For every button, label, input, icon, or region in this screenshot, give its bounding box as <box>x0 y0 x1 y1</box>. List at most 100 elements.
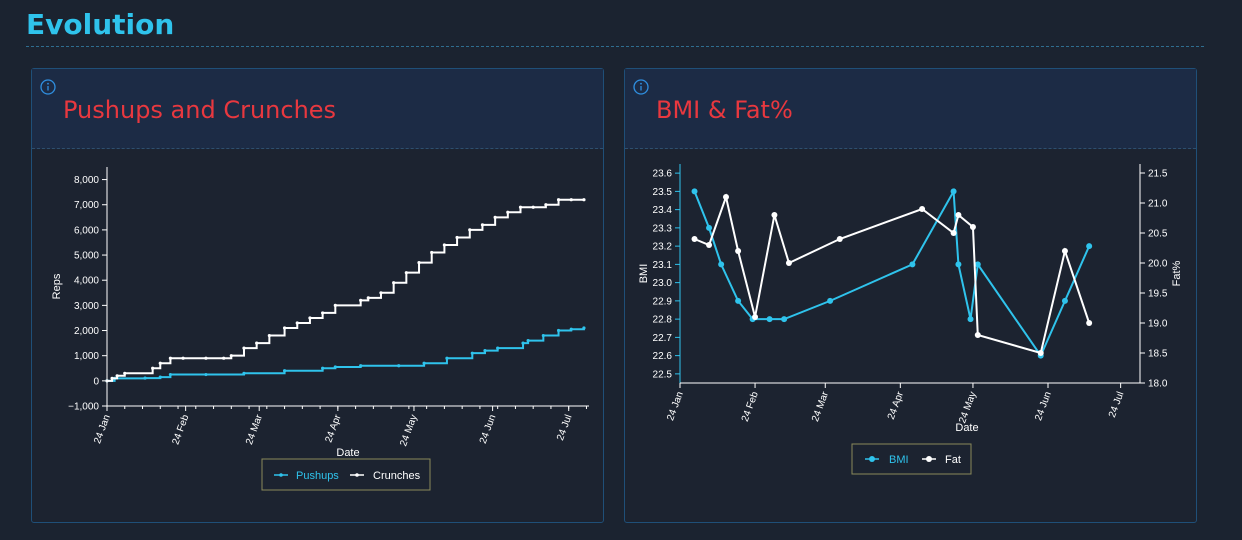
y-tick-label: 5,000 <box>74 251 99 262</box>
y-tick-label: 22.8 <box>653 315 673 326</box>
data-point <box>158 375 162 379</box>
chart-legend: Pushups Crunches <box>261 458 431 491</box>
data-point <box>506 210 510 214</box>
data-point <box>771 212 778 218</box>
data-point <box>143 376 147 380</box>
data-point <box>204 372 208 377</box>
data-point <box>242 346 246 350</box>
data-point <box>1086 243 1093 250</box>
data-point <box>735 248 742 254</box>
data-point <box>521 341 525 345</box>
x-tick-label: 24 Jun <box>478 413 499 445</box>
x-axis-title: Date <box>336 447 359 459</box>
chart-legend: BMI Fat <box>851 443 972 475</box>
data-point <box>222 356 226 360</box>
data-point <box>974 261 981 268</box>
panel-title: Pushups and Crunches <box>63 96 337 124</box>
x-tick-label: 24 Mar <box>810 390 831 424</box>
legend-label-crunches: Crunches <box>373 470 421 482</box>
x-tick-label: 24 Mar <box>244 413 265 447</box>
y2-tick-label: 18.5 <box>1148 349 1168 360</box>
x-tick-label: 24 Feb <box>740 390 761 423</box>
y2-tick-label: 21.5 <box>1148 169 1168 180</box>
data-point <box>950 230 957 236</box>
data-point <box>430 250 434 255</box>
bmi-fat-panel: BMI & Fat% 22.5 22.6 22.7 22.8 22.9 23.0 23.1 2… <box>624 68 1197 523</box>
data-point <box>468 228 472 232</box>
legend-marker-crunches <box>355 473 359 477</box>
y-tick-label: 0 <box>93 376 99 387</box>
data-point <box>781 316 788 323</box>
data-point <box>105 379 109 383</box>
y-tick-label: 8,000 <box>74 175 99 186</box>
data-point <box>295 321 299 325</box>
data-point <box>569 198 573 202</box>
data-point <box>582 198 586 202</box>
x-axis-title: Date <box>955 422 978 434</box>
y2-tick-label: 18.0 <box>1148 379 1168 390</box>
data-point <box>723 194 729 200</box>
data-point <box>827 297 834 304</box>
data-point <box>158 361 162 365</box>
data-point <box>556 328 561 333</box>
data-point <box>168 372 173 377</box>
data-point <box>909 261 916 268</box>
title-divider <box>26 46 1204 47</box>
legend-marker-pushups <box>279 473 283 477</box>
data-point <box>151 366 155 370</box>
data-point <box>397 364 401 368</box>
data-point <box>1061 297 1068 304</box>
legend-label-pushups: Pushups <box>296 470 339 482</box>
data-point <box>242 371 246 375</box>
data-point <box>967 316 974 323</box>
data-point <box>204 356 208 360</box>
y2-tick-label: 21.0 <box>1148 199 1168 210</box>
data-point <box>950 188 957 195</box>
data-point <box>455 235 459 240</box>
x-tick-label: 24 Feb <box>170 413 191 446</box>
y-tick-label: 1,000 <box>74 351 99 362</box>
data-point <box>496 346 500 350</box>
data-point <box>766 316 773 323</box>
data-point <box>1037 350 1044 356</box>
data-point <box>229 354 233 358</box>
data-point <box>333 365 337 369</box>
data-point <box>445 356 449 360</box>
y-tick-label: 23.6 <box>653 169 673 180</box>
info-icon[interactable] <box>40 79 56 95</box>
data-point <box>255 341 259 345</box>
data-point <box>493 215 497 219</box>
x-tick-label: 24 Jul <box>555 413 574 442</box>
info-icon[interactable] <box>633 79 649 95</box>
page-title: Evolution <box>26 8 175 41</box>
series-line-fat <box>694 193 1091 355</box>
y2-tick-label: 19.0 <box>1148 319 1168 330</box>
data-point <box>379 291 383 295</box>
data-point <box>531 205 535 209</box>
legend-label-bmi: BMI <box>889 454 909 466</box>
y2-tick-label: 19.5 <box>1148 289 1168 300</box>
data-point <box>556 198 561 202</box>
x-tick-label: 24 Jan <box>665 390 686 422</box>
data-point <box>785 260 792 266</box>
y-tick-label: 23.5 <box>653 187 673 198</box>
x-tick-label: 24 Jul <box>1107 390 1126 419</box>
y2-axis-title: Fat% <box>1171 260 1183 286</box>
y-tick-label: 2,000 <box>74 326 99 337</box>
x-tick-label: 24 Jun <box>1033 390 1054 422</box>
data-point <box>518 205 523 209</box>
data-point <box>480 223 485 227</box>
data-point <box>569 327 573 331</box>
x-tick-label: 24 May <box>957 390 979 425</box>
data-point <box>1061 248 1068 254</box>
data-point <box>752 314 759 320</box>
data-point <box>321 366 325 370</box>
data-point <box>359 298 363 302</box>
data-point <box>110 376 114 380</box>
y-axis-title: Reps <box>51 273 63 299</box>
data-point <box>544 203 548 207</box>
data-point <box>404 271 408 275</box>
y-tick-label: −1,000 <box>68 402 99 413</box>
data-point <box>321 311 325 315</box>
series-line-pushups <box>107 328 585 382</box>
